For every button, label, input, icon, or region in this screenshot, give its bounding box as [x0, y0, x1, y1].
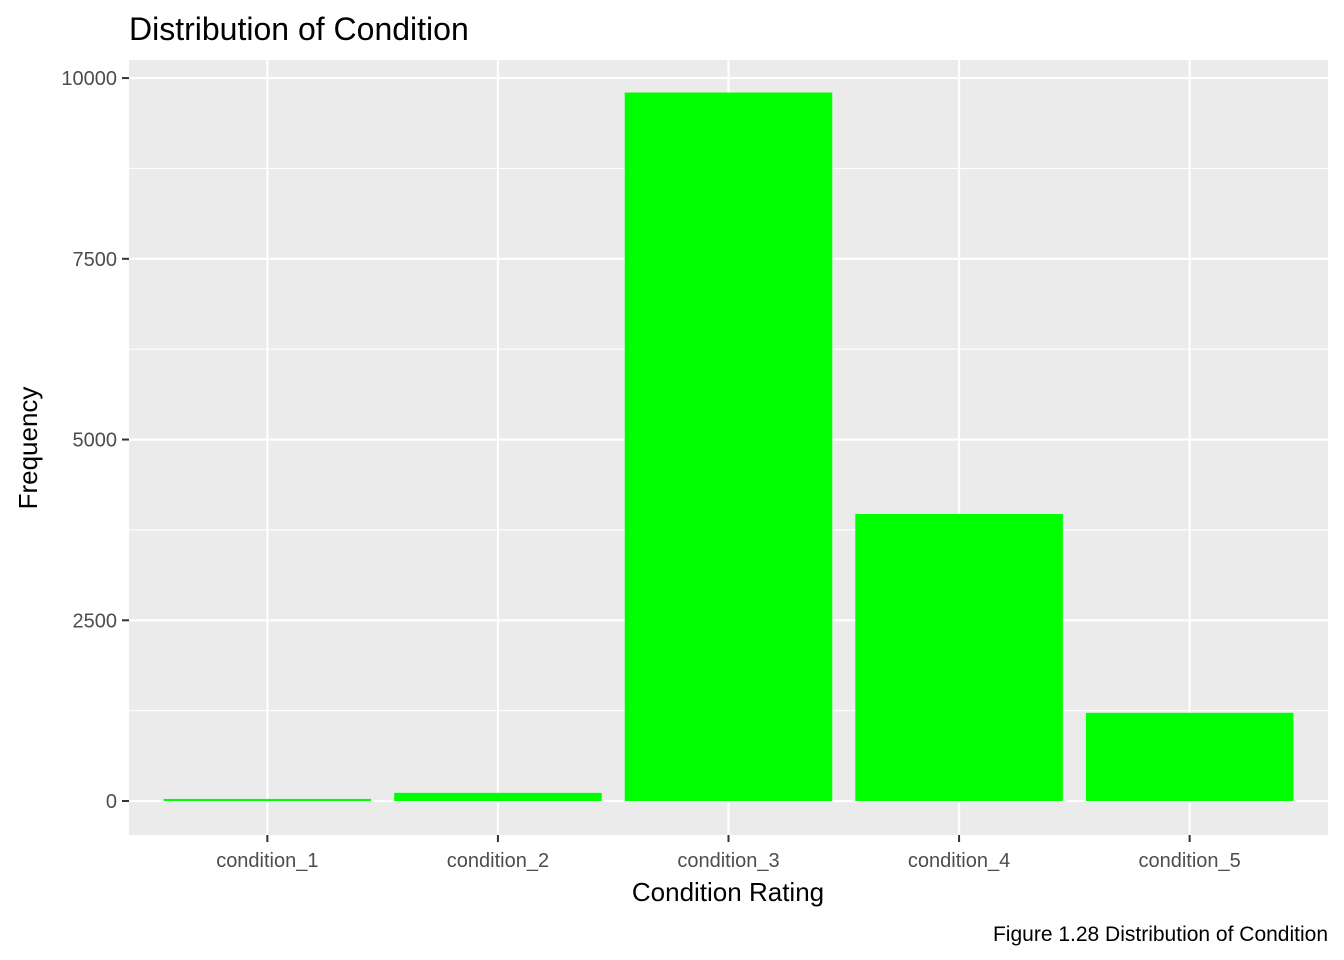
- bars: [163, 92, 1294, 802]
- figure-caption: Figure 1.28 Distribution of Condition: [993, 923, 1328, 946]
- x-tick-label: condition_2: [447, 850, 549, 872]
- bar-condition_1: [163, 798, 372, 802]
- y-axis-title: Frequency: [13, 387, 43, 510]
- bar-condition_5: [1085, 712, 1294, 802]
- x-tick-label: condition_3: [677, 850, 779, 872]
- y-tick-label: 0: [106, 791, 117, 813]
- y-tick-label: 7500: [73, 249, 118, 271]
- y-tick-label: 10000: [61, 68, 117, 90]
- x-axis-title: Condition Rating: [632, 877, 824, 907]
- bar-condition_3: [624, 92, 833, 802]
- bar-condition_2: [394, 792, 602, 802]
- x-tick-label: condition_1: [216, 850, 318, 872]
- y-axis-ticks: 0 2500 5000 7500 10000: [61, 68, 129, 813]
- chart-title: Distribution of Condition: [129, 11, 469, 47]
- x-axis-ticks: condition_1 condition_2 condition_3 conditi…: [216, 835, 1241, 872]
- x-tick-label: condition_4: [908, 850, 1010, 872]
- y-tick-label: 5000: [73, 430, 118, 452]
- bar-condition_4: [855, 514, 1063, 802]
- y-tick-label: 2500: [73, 610, 118, 632]
- x-tick-label: condition_5: [1138, 850, 1240, 872]
